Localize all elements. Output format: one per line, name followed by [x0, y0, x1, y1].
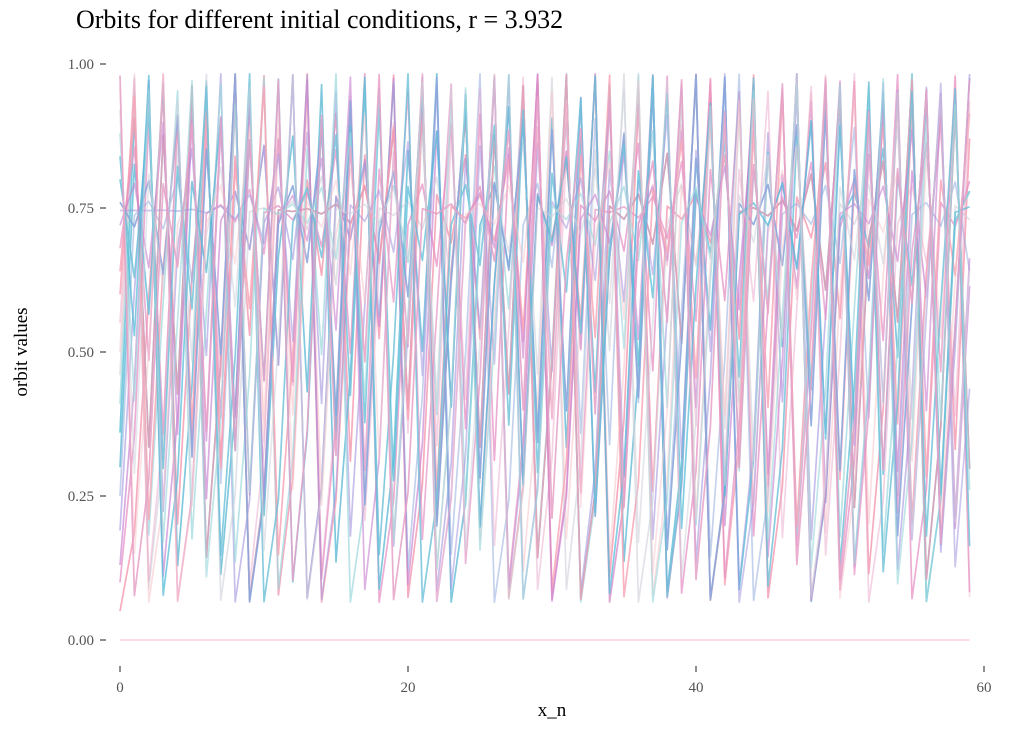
y-axis: 0.00 0.25 0.50 0.75 1.00 — [68, 57, 106, 649]
orbit-series-line — [119, 72, 971, 604]
y-tick-label: 0.25 — [68, 489, 94, 505]
y-tick-label: 0.00 — [68, 633, 94, 649]
y-tick-label: 0.50 — [68, 345, 94, 361]
y-axis-label: orbit values — [11, 307, 32, 396]
y-tick-label: 1.00 — [68, 57, 94, 73]
x-axis-label: x_n — [538, 700, 567, 721]
orbit-series-line — [119, 73, 971, 601]
orbit-lines — [119, 72, 971, 641]
x-tick-label: 60 — [977, 680, 992, 696]
x-tick-label: 20 — [401, 680, 416, 696]
orbit-series-line — [119, 73, 971, 601]
orbit-series-line — [119, 73, 971, 603]
chart-title: Orbits for different initial conditions,… — [76, 5, 563, 34]
x-tick-label: 40 — [689, 680, 704, 696]
x-axis: 0 20 40 60 — [116, 666, 992, 696]
y-tick-label: 0.75 — [68, 201, 94, 217]
x-tick-label: 0 — [116, 680, 124, 696]
